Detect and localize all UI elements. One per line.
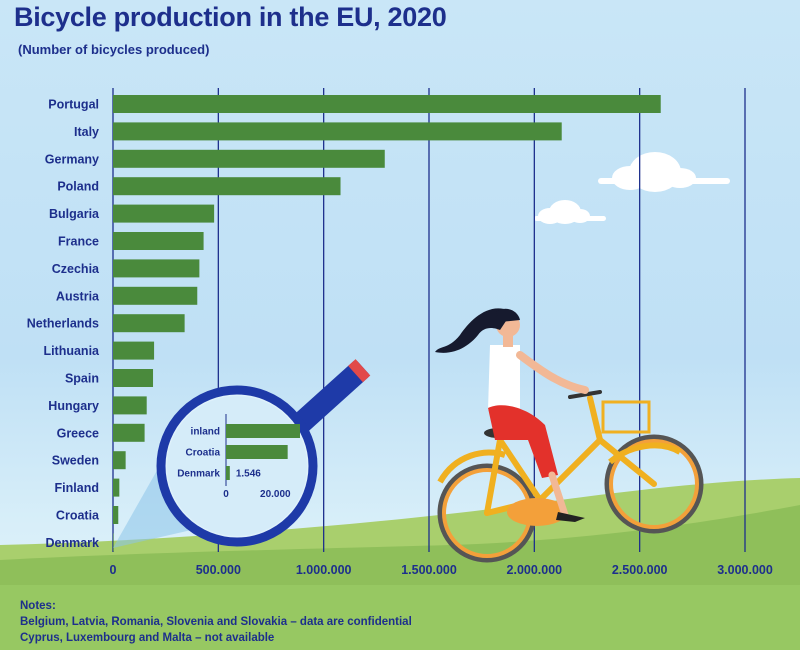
- inset-chart: inland Croatia Denmark 1.546 0 20.000: [177, 414, 300, 500]
- category-label-germany: Germany: [45, 152, 99, 166]
- x-tick-label: 0: [110, 563, 117, 577]
- category-label-denmark: Denmark: [46, 536, 100, 550]
- x-tick-label: 1.000.000: [296, 563, 352, 577]
- category-label-lithuania: Lithuania: [43, 344, 100, 358]
- category-labels: Portugal Italy Germany Poland Bulgaria France…: [27, 98, 100, 550]
- bar-denmark: [113, 533, 114, 552]
- category-label-finland: Finland: [55, 481, 99, 495]
- category-label-netherlands: Netherlands: [27, 317, 99, 331]
- notes-ground: [0, 585, 800, 650]
- category-label-hungary: Hungary: [48, 399, 99, 413]
- x-tick-label: 1.500.000: [401, 563, 457, 577]
- bar-austria: [113, 286, 198, 305]
- category-label-spain: Spain: [65, 372, 99, 386]
- notes-line-confidential: Belgium, Latvia, Romania, Slovenia and S…: [20, 616, 412, 628]
- category-label-greece: Greece: [57, 426, 99, 440]
- chart-subtitle: (Number of bicycles produced): [18, 42, 210, 57]
- inset-label-finland: inland: [191, 427, 220, 438]
- bar-portugal: [113, 95, 661, 113]
- cyclist-illustration: [435, 308, 704, 563]
- category-label-croatia: Croatia: [56, 509, 100, 523]
- magnifier-icon: inland Croatia Denmark 1.546 0 20.000: [113, 359, 371, 548]
- category-label-poland: Poland: [57, 180, 99, 194]
- bar-lithuania: [113, 341, 155, 360]
- x-tick-label: 500.000: [196, 563, 241, 577]
- category-label-france: France: [58, 235, 99, 249]
- category-label-austria: Austria: [56, 289, 100, 303]
- category-label-italy: Italy: [74, 125, 99, 139]
- bar-italy: [113, 122, 562, 141]
- bar-sweden: [113, 451, 126, 470]
- x-tick-label: 2.000.000: [507, 563, 563, 577]
- page-title: Bicycle production in the EU, 2020: [14, 2, 447, 32]
- bar-france: [113, 232, 204, 250]
- bar-greece: [113, 423, 145, 442]
- x-tick-label: 2.500.000: [612, 563, 668, 577]
- category-label-bulgaria: Bulgaria: [49, 207, 100, 221]
- inset-tick-label: 20.000: [260, 489, 291, 500]
- bar-poland: [113, 177, 341, 196]
- x-tick-label: 3.000.000: [717, 563, 773, 577]
- inset-bar-croatia: [226, 445, 288, 459]
- category-label-sweden: Sweden: [52, 454, 99, 468]
- bar-spain: [113, 369, 154, 387]
- bar-hungary: [113, 396, 147, 415]
- cloud-large: [598, 152, 730, 192]
- inset-label-croatia: Croatia: [186, 448, 221, 459]
- inset-data-label: 1.546: [236, 469, 261, 480]
- bar-finland: [113, 478, 120, 497]
- notes-heading: Notes:: [20, 600, 56, 612]
- category-label-czechia: Czechia: [52, 262, 100, 276]
- notes-line-not-available: Cyprus, Luxembourg and Malta – not avail…: [20, 632, 275, 644]
- inset-label-denmark: Denmark: [177, 469, 220, 480]
- bar-bulgaria: [113, 204, 215, 223]
- x-tick-labels: 0 500.000 1.000.000 1.500.000 2.000.000 2.500…: [110, 563, 773, 577]
- bar-croatia: [113, 506, 119, 524]
- cloud-small: [534, 200, 606, 224]
- bar-germany: [113, 149, 385, 168]
- notes: Notes: Belgium, Latvia, Romania, Sloveni…: [20, 598, 412, 646]
- bars: [113, 95, 661, 552]
- category-label-portugal: Portugal: [48, 98, 99, 112]
- bar-czechia: [113, 259, 200, 278]
- inset-tick-label: 0: [223, 489, 229, 500]
- inset-bar-denmark: [226, 466, 230, 480]
- bar-netherlands: [113, 314, 185, 333]
- inset-bar-finland: [226, 424, 300, 438]
